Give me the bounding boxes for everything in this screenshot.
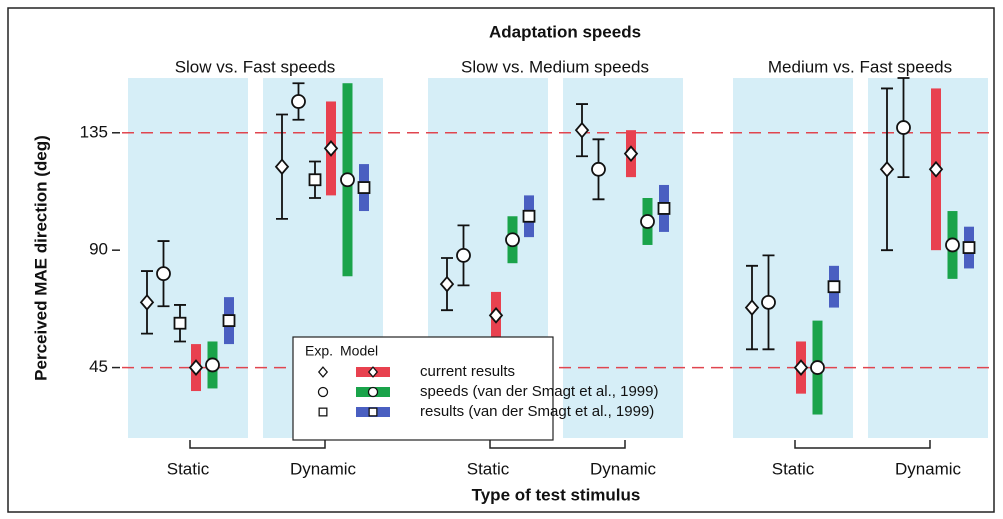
- bracket: [489, 440, 626, 449]
- x-tick-label: Static: [167, 459, 210, 478]
- exp-marker: [308, 173, 322, 187]
- model-marker: [827, 280, 841, 294]
- legend-exp-marker: [317, 386, 329, 398]
- model-marker: [810, 360, 825, 375]
- group-title: Slow vs. Fast speeds: [175, 57, 336, 76]
- model-marker: [962, 241, 976, 254]
- model-marker: [205, 357, 220, 373]
- legend-header: Exp.: [305, 343, 333, 359]
- exp-marker: [574, 121, 590, 139]
- exp-marker: [744, 299, 760, 316]
- legend-model-marker: [367, 386, 379, 398]
- exp-marker: [139, 293, 155, 311]
- model-marker: [505, 232, 520, 248]
- group-title: Medium vs. Fast speeds: [768, 57, 952, 76]
- model-marker: [928, 160, 944, 178]
- bracket: [794, 440, 931, 449]
- marks: [139, 77, 976, 415]
- exp-marker: [291, 94, 306, 109]
- chart-title: Adaptation speeds: [489, 22, 641, 41]
- legend-label: current results: [420, 363, 515, 380]
- model-marker: [357, 181, 371, 194]
- legend-model-marker: [368, 407, 378, 417]
- legend-label: speeds (van der Smagt et al., 1999): [420, 383, 658, 400]
- y-axis-label: Perceived MAE direction (deg): [31, 135, 50, 381]
- model-marker: [222, 314, 236, 328]
- model-marker: [793, 359, 809, 376]
- exp-marker: [173, 316, 187, 330]
- legend-label: results (van der Smagt et al., 1999): [420, 403, 654, 420]
- panel: [563, 78, 683, 438]
- x-tick-label: Static: [772, 459, 815, 478]
- legend-header: Model: [340, 343, 378, 359]
- bracket: [189, 440, 326, 449]
- exp-marker: [156, 266, 171, 282]
- panel: [128, 78, 248, 438]
- group-title: Slow vs. Medium speeds: [461, 57, 649, 76]
- legend-box: [292, 336, 554, 441]
- exp-marker: [591, 161, 606, 177]
- legend-exp-marker: [317, 366, 329, 378]
- model-marker: [657, 202, 671, 215]
- exp-marker: [274, 158, 290, 176]
- legend: current results speeds (van der Smagt et …: [305, 343, 658, 420]
- y-tick-label: 135: [80, 122, 108, 141]
- model-marker: [522, 209, 536, 223]
- model-marker: [188, 359, 204, 376]
- exp-marker: [439, 275, 455, 293]
- model-marker: [640, 214, 655, 229]
- x-tick-label: Static: [467, 459, 510, 478]
- x-tick-label: Dynamic: [895, 459, 962, 478]
- exp-marker: [761, 294, 776, 310]
- y-tick-label: 45: [89, 357, 108, 376]
- x-axis-label: Type of test stimulus: [472, 485, 641, 504]
- model-marker: [340, 172, 355, 188]
- exp-marker: [879, 160, 895, 178]
- model-marker: [623, 145, 639, 163]
- legend-exp-marker: [318, 407, 328, 417]
- y-tick-label: 90: [89, 240, 108, 259]
- model-marker: [945, 237, 960, 253]
- exp-marker: [896, 120, 911, 135]
- model-marker: [488, 307, 504, 324]
- panel: [733, 78, 853, 438]
- model-marker: [323, 140, 339, 157]
- legend-model-marker: [367, 366, 379, 378]
- exp-marker: [456, 247, 471, 263]
- x-tick-label: Dynamic: [290, 459, 357, 478]
- x-tick-label: Dynamic: [590, 459, 657, 478]
